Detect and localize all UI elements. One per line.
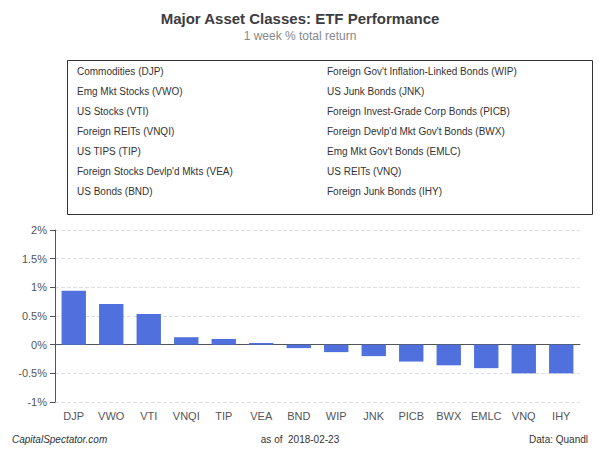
svg-text:Commodities (DJP): Commodities (DJP): [77, 66, 164, 77]
svg-text:IHY: IHY: [552, 410, 571, 422]
svg-text:as of 2018-02-23: as of 2018-02-23: [261, 434, 340, 445]
svg-text:Data: Quandl: Data: Quandl: [529, 434, 588, 445]
svg-text:Foreign Gov't Inflation-Linked: Foreign Gov't Inflation-Linked Bonds (WI…: [327, 66, 517, 77]
svg-text:JNK: JNK: [363, 410, 384, 422]
svg-text:VNQI: VNQI: [173, 410, 200, 422]
svg-text:EMLC: EMLC: [471, 410, 502, 422]
svg-text:Foreign Invest-Grade Corp Bond: Foreign Invest-Grade Corp Bonds (PICB): [327, 106, 510, 117]
svg-text:BWX: BWX: [436, 410, 462, 422]
svg-text:US Bonds (BND): US Bonds (BND): [77, 186, 153, 197]
svg-text:Emg Mkt Stocks (VWO): Emg Mkt Stocks (VWO): [77, 86, 183, 97]
svg-text:VWO: VWO: [98, 410, 125, 422]
svg-text:Foreign REITs (VNQI): Foreign REITs (VNQI): [77, 126, 174, 137]
svg-text:US Junk Bonds (JNK): US Junk Bonds (JNK): [327, 86, 424, 97]
svg-text:-1%: -1%: [27, 396, 47, 408]
svg-text:US Stocks (VTI): US Stocks (VTI): [77, 106, 149, 117]
svg-text:CapitalSpectator.com: CapitalSpectator.com: [12, 434, 107, 445]
svg-text:Major Asset Classes: ETF Perfo: Major Asset Classes: ETF Performance: [161, 10, 440, 27]
svg-text:Emg Mkt Gov't Bonds (EMLC): Emg Mkt Gov't Bonds (EMLC): [327, 146, 461, 157]
svg-text:Foreign Devlp'd Mkt Gov't Bond: Foreign Devlp'd Mkt Gov't Bonds (BWX): [327, 126, 505, 137]
svg-text:WIP: WIP: [326, 410, 347, 422]
svg-text:US TIPS (TIP): US TIPS (TIP): [77, 146, 141, 157]
svg-text:BND: BND: [287, 410, 310, 422]
svg-text:1.5%: 1.5%: [22, 253, 47, 265]
svg-text:-0.5%: -0.5%: [18, 367, 47, 379]
svg-text:DJP: DJP: [63, 410, 84, 422]
svg-text:VEA: VEA: [250, 410, 273, 422]
svg-text:2%: 2%: [31, 224, 47, 236]
svg-text:Foreign Stocks Devlp'd Mkts (V: Foreign Stocks Devlp'd Mkts (VEA): [77, 166, 233, 177]
svg-text:VTI: VTI: [140, 410, 157, 422]
svg-text:0%: 0%: [31, 339, 47, 351]
svg-text:VNQ: VNQ: [512, 410, 536, 422]
svg-text:1 week % total return: 1 week % total return: [244, 29, 357, 43]
svg-text:US REITs (VNQ): US REITs (VNQ): [327, 166, 401, 177]
svg-text:Foreign Junk Bonds (IHY): Foreign Junk Bonds (IHY): [327, 186, 442, 197]
svg-text:PICB: PICB: [398, 410, 424, 422]
svg-text:0.5%: 0.5%: [22, 310, 47, 322]
svg-text:1%: 1%: [31, 281, 47, 293]
svg-text:TIP: TIP: [215, 410, 232, 422]
